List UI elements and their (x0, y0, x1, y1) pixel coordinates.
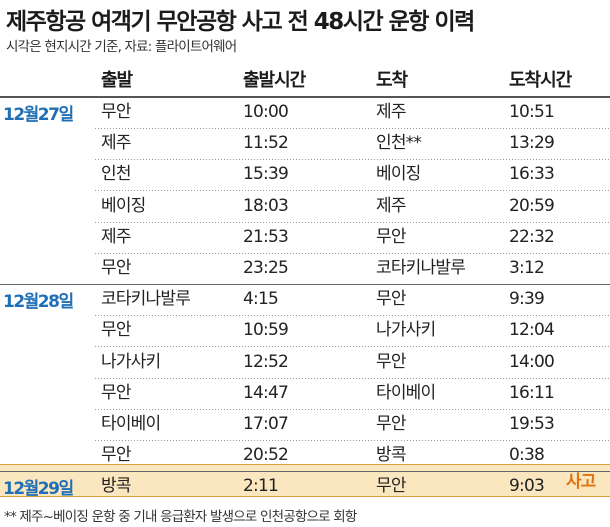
table-row: 나가사키 12:52 무안 14:00 (95, 348, 610, 379)
column-header-departure: 출발 (101, 70, 133, 91)
arrival-cell: 인천** (376, 133, 422, 154)
arrival-cell: 무안 (376, 226, 406, 247)
arrival-time-cell: 10:51 (509, 102, 555, 122)
row-divider (95, 346, 610, 348)
source-note: 시각은 현지시간 기준, 자료: 플라이트어웨어 (6, 39, 237, 55)
table-row: 제주 11:52 인천** 13:29 (95, 129, 610, 161)
accident-label: 사고 (566, 472, 596, 492)
row-divider (95, 128, 610, 129)
departure-time-cell: 21:53 (243, 226, 289, 247)
departure-cell: 무안 (101, 445, 131, 466)
column-header-departure-time: 출발시간 (243, 70, 306, 91)
arrival-cell: 베이징 (376, 164, 421, 185)
table-row: 무안 20:52 방콕 0:38 (95, 441, 610, 472)
date-label: 12월29일 (3, 479, 74, 500)
table-row: 무안 23:25 코타키나발루 3:12 (95, 254, 610, 285)
arrival-time-cell: 20:59 (509, 195, 555, 216)
departure-cell: 베이징 (101, 195, 146, 216)
departure-time-cell: 14:47 (243, 382, 289, 403)
footnote: ** 제주~베이징 운항 중 기내 응급환자 발생으로 인천공항으로 회항 (4, 509, 357, 525)
departure-time-cell: 12:52 (243, 351, 289, 372)
departure-cell: 타이베이 (101, 414, 161, 434)
arrival-time-cell: 22:32 (509, 226, 555, 247)
departure-cell: 무안 (101, 320, 131, 341)
arrival-time-cell: 13:29 (509, 133, 555, 154)
column-header-arrival-time: 도착시간 (509, 70, 572, 91)
arrival-time-cell: 14:00 (509, 351, 555, 372)
arrival-cell: 무안 (376, 351, 406, 372)
departure-time-cell: 23:25 (243, 258, 289, 278)
arrival-time-cell: 0:38 (509, 445, 545, 466)
arrival-cell: 제주 (376, 102, 406, 122)
table-row: 제주 21:53 무안 22:32 (95, 223, 610, 254)
arrival-cell: 무안 (376, 476, 406, 497)
arrival-cell: 제주 (376, 195, 406, 216)
table-row: 무안 10:59 나가사키 12:04 (95, 316, 610, 348)
row-divider (95, 159, 610, 161)
departure-cell: 제주 (101, 133, 131, 154)
departure-cell: 코타키나발루 (101, 289, 191, 310)
arrival-cell: 나가사키 (376, 320, 436, 341)
date-label: 12월28일 (3, 292, 74, 313)
date-label: 12월27일 (3, 105, 74, 125)
arrival-time-cell: 16:33 (509, 164, 555, 185)
departure-time-cell: 10:59 (243, 320, 289, 341)
departure-time-cell: 10:00 (243, 102, 289, 122)
departure-time-cell: 18:03 (243, 195, 289, 216)
row-divider (95, 190, 610, 192)
table-row: 방콕 2:11 무안 9:03 (95, 472, 610, 503)
date-group-divider (0, 284, 610, 286)
row-divider (95, 252, 610, 254)
departure-cell: 방콕 (101, 476, 131, 497)
departure-time-cell: 15:39 (243, 164, 289, 185)
row-divider (95, 221, 610, 223)
page-title: 제주항공 여객기 무안공항 사고 전 48시간 운항 이력 (6, 9, 475, 35)
table-row: 베이징 18:03 제주 20:59 (95, 192, 610, 223)
table-row: 타이베이 17:07 무안 19:53 (95, 410, 610, 441)
departure-time-cell: 17:07 (243, 414, 289, 434)
row-divider (95, 440, 610, 441)
departure-time-cell: 4:15 (243, 289, 279, 310)
accident-flight-highlight (0, 464, 610, 497)
departure-cell: 무안 (101, 102, 131, 122)
row-divider (95, 408, 610, 410)
departure-cell: 무안 (101, 382, 131, 403)
arrival-time-cell: 12:04 (509, 320, 555, 341)
table-row: 코타키나발루 4:15 무안 9:39 (95, 285, 610, 317)
row-divider (95, 377, 610, 379)
table-row: 무안 14:47 타이베이 16:11 (95, 379, 610, 410)
departure-time-cell: 20:52 (243, 445, 289, 466)
arrival-cell: 타이베이 (376, 382, 436, 403)
arrival-time-cell: 9:03 (509, 476, 545, 497)
table-row: 인천 15:39 베이징 16:33 (95, 160, 610, 192)
departure-cell: 제주 (101, 226, 131, 247)
arrival-cell: 방콕 (376, 445, 406, 466)
column-header-arrival: 도착 (376, 70, 408, 91)
arrival-cell: 무안 (376, 414, 406, 434)
arrival-time-cell: 3:12 (509, 258, 545, 278)
departure-time-cell: 2:11 (243, 476, 279, 497)
departure-cell: 무안 (101, 258, 131, 278)
table-row: 무안 10:00 제주 10:51 (95, 98, 610, 129)
arrival-cell: 무안 (376, 289, 406, 310)
table-header: 출발 출발시간 도착 도착시간 (0, 60, 610, 98)
departure-time-cell: 11:52 (243, 133, 289, 154)
row-divider (95, 315, 610, 317)
arrival-time-cell: 9:39 (509, 289, 545, 310)
departure-cell: 나가사키 (101, 351, 161, 372)
arrival-cell: 코타키나발루 (376, 258, 466, 278)
arrival-time-cell: 19:53 (509, 414, 555, 434)
date-group-divider (0, 471, 610, 473)
arrival-time-cell: 16:11 (509, 382, 555, 403)
departure-cell: 인천 (101, 164, 131, 185)
